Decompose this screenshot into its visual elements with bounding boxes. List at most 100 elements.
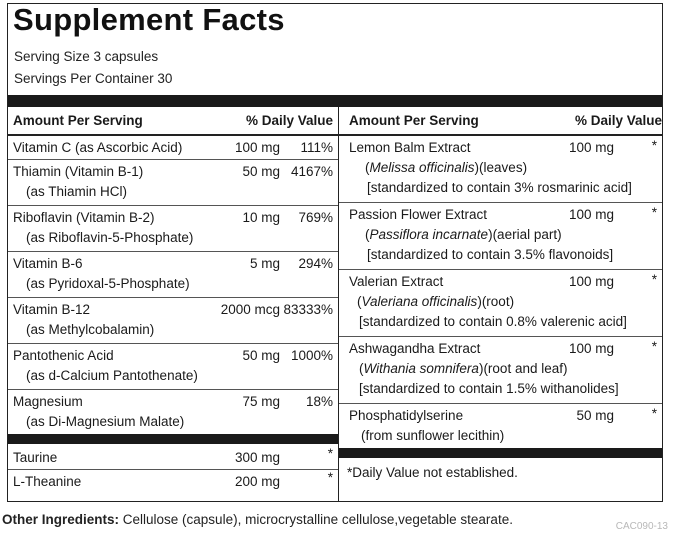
amount-per-serving-header: Amount Per Serving xyxy=(13,113,143,128)
plant-part: (root and leaf) xyxy=(483,361,568,376)
nutrient-amount: 50 mg xyxy=(242,348,280,363)
other-ingredients-label: Other Ingredients: xyxy=(2,512,120,527)
standardization: [standardized to contain 1.5% withanolid… xyxy=(359,381,619,396)
ingredient-name: Ashwagandha Extract xyxy=(349,341,481,356)
latin-name: Withania somnifera xyxy=(363,361,479,376)
ingredient-row: Valerian Extract (Valeriana officinalis)… xyxy=(339,270,662,337)
ingredient-source: (Withania somnifera)(root and leaf) xyxy=(359,361,568,376)
ingredient-name: Valerian Extract xyxy=(349,274,444,289)
ingredient-amount: 50 mg xyxy=(576,408,614,423)
nutrient-row: Vitamin B-12 (as Methylcobalamin) 2000 m… xyxy=(8,298,338,344)
other-ingredients: Other Ingredients: Cellulose (capsule), … xyxy=(2,512,513,527)
nutrient-daily-value: 18% xyxy=(305,394,333,409)
nutrient-amount: 10 mg xyxy=(242,210,280,225)
nutrient-row: Pantothenic Acid (as d-Calcium Pantothen… xyxy=(8,344,338,390)
nutrient-daily-value: * xyxy=(327,446,333,461)
nutrient-row: Riboflavin (Vitamin B-2) (as Riboflavin-… xyxy=(8,206,338,252)
nutrient-amount: 2000 mcg xyxy=(220,302,280,317)
section-thick-rule xyxy=(8,434,338,444)
ingredient-source: (Melissa officinalis)(leaves) xyxy=(365,160,528,175)
nutrient-source: (as Thiamin HCl) xyxy=(26,184,128,199)
other-ingredients-text: Cellulose (capsule), microcrystalline ce… xyxy=(119,512,513,527)
plant-part: (leaves) xyxy=(479,160,528,175)
left-header: Amount Per Serving % Daily Value xyxy=(8,107,338,136)
ingredient-amount: 100 mg xyxy=(568,140,614,155)
daily-value-header: % Daily Value xyxy=(574,113,662,128)
nutrient-daily-value: * xyxy=(327,470,333,485)
ingredient-daily-value: * xyxy=(651,138,657,153)
ingredient-row: Ashwagandha Extract (Withania somnifera)… xyxy=(339,337,662,404)
supplement-facts-panel: Supplement Facts Serving Size 3 capsules… xyxy=(7,2,663,502)
nutrient-source: (as Methylcobalamin) xyxy=(26,322,155,337)
ingredient-source: (from sunflower lecithin) xyxy=(361,428,505,443)
ingredient-row: Lemon Balm Extract (Melissa officinalis)… xyxy=(339,136,662,203)
standardization: [standardized to contain 3% rosmarinic a… xyxy=(367,180,632,195)
nutrient-amount: 200 mg xyxy=(234,474,280,489)
nutrient-row: Thiamin (Vitamin B-1) (as Thiamin HCl) 5… xyxy=(8,160,338,206)
nutrient-source: (as Di-Magnesium Malate) xyxy=(26,414,185,429)
nutrient-row: Vitamin C (as Ascorbic Acid) 100 mg 111% xyxy=(8,136,338,160)
nutrient-daily-value: 83333% xyxy=(283,302,333,317)
right-header: Amount Per Serving % Daily Value xyxy=(339,107,662,136)
nutrient-name: Vitamin C (as Ascorbic Acid) xyxy=(13,140,183,155)
ingredient-amount: 100 mg xyxy=(568,341,614,356)
ingredient-amount: 100 mg xyxy=(568,274,614,289)
nutrient-row: Magnesium (as Di-Magnesium Malate) 75 mg… xyxy=(8,390,338,434)
amount-per-serving-header: Amount Per Serving xyxy=(349,113,479,128)
nutrient-name: Vitamin B-6 xyxy=(13,256,83,271)
ingredient-daily-value: * xyxy=(651,272,657,287)
nutrient-row: L-Theanine 200 mg * xyxy=(8,470,338,494)
ingredient-row: Phosphatidylserine (from sunflower lecit… xyxy=(339,404,662,448)
nutrient-name: Riboflavin (Vitamin B-2) xyxy=(13,210,155,225)
nutrient-source: (as Riboflavin-5-Phosphate) xyxy=(26,230,194,245)
latin-name: Passiflora incarnate xyxy=(369,227,489,242)
nutrient-amount: 100 mg xyxy=(234,140,280,155)
panel-title: Supplement Facts xyxy=(13,2,285,37)
nutrient-row: Vitamin B-6 (as Pyridoxal-5-Phosphate) 5… xyxy=(8,252,338,298)
top-thick-rule xyxy=(8,95,662,107)
nutrient-amount: 75 mg xyxy=(242,394,280,409)
daily-value-footnote: *Daily Value not established. xyxy=(347,465,518,480)
daily-value-header: % Daily Value xyxy=(245,113,333,128)
nutrient-daily-value: 769% xyxy=(298,210,333,225)
nutrient-source: (as d-Calcium Pantothenate) xyxy=(26,368,198,383)
product-code: CAC090-13 xyxy=(615,521,668,532)
nutrient-name: L-Theanine xyxy=(13,474,82,489)
nutrient-daily-value: 111% xyxy=(300,140,333,155)
nutrient-daily-value: 294% xyxy=(298,256,333,271)
column-divider xyxy=(338,107,339,502)
section-thick-rule xyxy=(339,448,662,458)
right-column: Amount Per Serving % Daily Value Lemon B… xyxy=(339,107,662,480)
ingredient-name: Phosphatidylserine xyxy=(349,408,464,423)
nutrient-source: (as Pyridoxal-5-Phosphate) xyxy=(26,276,190,291)
left-column: Amount Per Serving % Daily Value Vitamin… xyxy=(8,107,338,494)
nutrient-amount: 50 mg xyxy=(242,164,280,179)
latin-name: Valeriana officinalis xyxy=(361,294,478,309)
ingredient-source: (Passiflora incarnate)(aerial part) xyxy=(365,227,562,242)
ingredient-daily-value: * xyxy=(651,339,657,354)
nutrient-name: Magnesium xyxy=(13,394,83,409)
nutrient-amount: 300 mg xyxy=(234,450,280,465)
ingredient-amount: 100 mg xyxy=(568,207,614,222)
ingredient-source: (Valeriana officinalis)(root) xyxy=(357,294,515,309)
ingredient-row: Passion Flower Extract (Passiflora incar… xyxy=(339,203,662,270)
standardization: [standardized to contain 3.5% flavonoids… xyxy=(367,247,614,262)
standardization: [standardized to contain 0.8% valerenic … xyxy=(359,314,627,329)
ingredient-daily-value: * xyxy=(651,406,657,421)
ingredient-name: Lemon Balm Extract xyxy=(349,140,471,155)
nutrient-name: Pantothenic Acid xyxy=(13,348,114,363)
latin-name: Melissa officinalis xyxy=(369,160,475,175)
nutrient-daily-value: 4167% xyxy=(290,164,333,179)
plant-part: (aerial part) xyxy=(492,227,562,242)
serving-size: Serving Size 3 capsules xyxy=(14,49,159,64)
servings-per-container: Servings Per Container 30 xyxy=(14,71,173,86)
nutrient-amount: 5 mg xyxy=(249,256,280,271)
ingredient-daily-value: * xyxy=(651,205,657,220)
nutrient-daily-value: 1000% xyxy=(290,348,333,363)
nutrient-row: Taurine 300 mg * xyxy=(8,444,338,470)
nutrient-name: Taurine xyxy=(13,450,58,465)
ingredient-name: Passion Flower Extract xyxy=(349,207,488,222)
nutrient-name: Thiamin (Vitamin B-1) xyxy=(13,164,144,179)
nutrient-name: Vitamin B-12 xyxy=(13,302,91,317)
plant-part: (root) xyxy=(481,294,515,309)
